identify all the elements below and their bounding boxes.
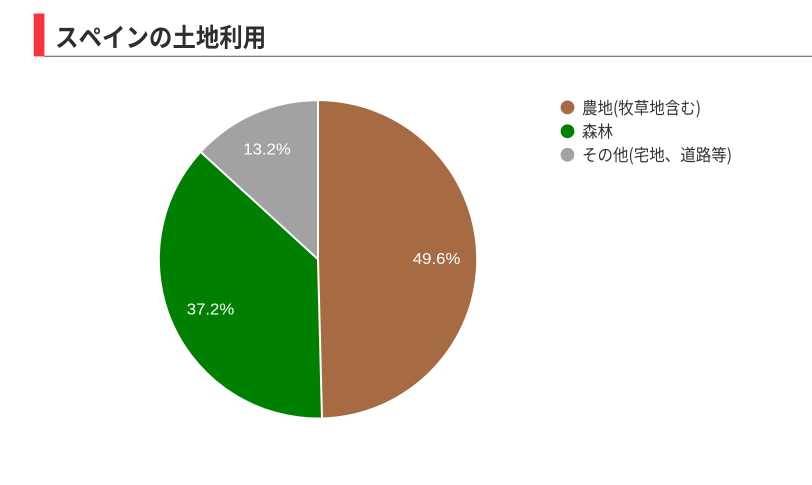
svg-text:49.6%: 49.6% <box>413 251 461 268</box>
svg-text:37.2%: 37.2% <box>187 302 235 319</box>
svg-text:13.2%: 13.2% <box>243 141 291 158</box>
